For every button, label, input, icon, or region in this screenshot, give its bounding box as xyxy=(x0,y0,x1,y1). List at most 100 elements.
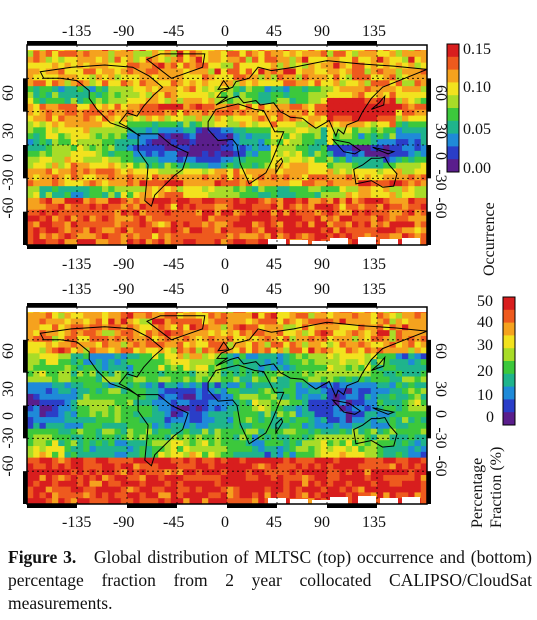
heatmap-cell xyxy=(189,399,197,406)
heatmap-cell xyxy=(102,434,109,441)
heatmap-cell xyxy=(139,133,147,140)
heatmap-cell xyxy=(370,127,378,134)
heatmap-cell xyxy=(383,215,390,222)
heatmap-cell xyxy=(83,405,90,412)
heatmap-cell xyxy=(27,168,34,175)
heatmap-cell xyxy=(402,192,409,199)
colorbar-swatch xyxy=(503,412,515,415)
heatmap-cell xyxy=(245,388,253,395)
heatmap-cell xyxy=(270,227,278,234)
heatmap-cell xyxy=(127,399,134,406)
heatmap-cell xyxy=(208,417,215,424)
heatmap-cell xyxy=(133,186,140,193)
heatmap-cell xyxy=(283,86,290,93)
heatmap-cell xyxy=(414,359,422,366)
heatmap-cell xyxy=(152,97,159,105)
heatmap-cell xyxy=(208,451,215,459)
heatmap-cell xyxy=(252,203,259,211)
heatmap-cell xyxy=(333,359,340,366)
heatmap-cell xyxy=(414,364,422,372)
heatmap-cell xyxy=(245,215,253,222)
heatmap-cell xyxy=(277,215,284,222)
heatmap-cell xyxy=(183,80,190,87)
heatmap-cell xyxy=(152,492,159,499)
colorbar-swatch xyxy=(503,407,515,411)
heatmap-cell xyxy=(170,192,178,199)
heatmap-cell xyxy=(77,440,84,447)
heatmap-cell xyxy=(395,145,403,152)
heatmap-cell xyxy=(139,121,147,128)
heatmap-cell xyxy=(189,115,197,122)
heatmap-cell xyxy=(420,335,428,343)
heatmap-cell xyxy=(414,192,422,199)
heatmap-cell xyxy=(295,145,303,152)
heatmap-cell xyxy=(289,56,297,64)
heatmap-cell xyxy=(202,451,209,459)
heatmap-cell xyxy=(345,203,353,211)
heatmap-cell xyxy=(220,451,228,459)
heatmap-cell xyxy=(314,197,322,205)
heatmap-cell xyxy=(389,492,397,499)
heatmap-cell xyxy=(377,74,384,81)
heatmap-cell xyxy=(270,469,278,476)
colorbar-swatch xyxy=(503,311,515,315)
heatmap-cell xyxy=(233,382,240,389)
heatmap-cell xyxy=(245,145,253,152)
heatmap-cell xyxy=(358,417,365,424)
heatmap-cell xyxy=(195,492,203,499)
heatmap-cell xyxy=(158,145,165,152)
heatmap-cell xyxy=(227,330,234,337)
heatmap-cell xyxy=(339,341,347,349)
heatmap-cell xyxy=(145,80,153,87)
heatmap-cell xyxy=(114,156,122,164)
heatmap-cell xyxy=(127,168,134,175)
heatmap-cell xyxy=(320,341,328,349)
heatmap-cell xyxy=(58,103,65,111)
heatmap-cell xyxy=(308,174,315,181)
heatmap-cell xyxy=(64,121,72,128)
heatmap-cell xyxy=(77,192,84,199)
heatmap-cell xyxy=(389,330,397,337)
heatmap-cell xyxy=(70,121,78,128)
heatmap-cell xyxy=(102,324,109,331)
heatmap-cell xyxy=(308,103,315,111)
coastline xyxy=(39,326,164,398)
heatmap-cell xyxy=(270,347,278,354)
heatmap-cell xyxy=(58,221,65,228)
heatmap-cell xyxy=(320,393,328,401)
heatmap-cell xyxy=(239,215,247,222)
heatmap-cell xyxy=(195,411,203,418)
heatmap-cell xyxy=(89,227,97,234)
heatmap-cell xyxy=(389,56,397,64)
heatmap-cell xyxy=(333,233,340,240)
heatmap-cell xyxy=(270,56,278,64)
heatmap-cell xyxy=(214,405,222,412)
heatmap-cell xyxy=(277,174,284,181)
heatmap-cell xyxy=(127,203,134,211)
heatmap-cell xyxy=(327,197,334,205)
heatmap-cell xyxy=(352,492,359,499)
colorbar-swatch xyxy=(503,371,515,375)
heatmap-cell xyxy=(339,422,347,430)
heatmap-cell xyxy=(83,475,90,482)
heatmap-cell xyxy=(208,324,215,331)
heatmap-cell xyxy=(133,162,140,170)
heatmap-cell xyxy=(414,156,422,164)
heatmap-cell xyxy=(327,486,334,493)
heatmap-cell xyxy=(352,139,359,146)
heatmap-cell xyxy=(258,186,265,193)
heatmap-cell xyxy=(320,405,328,412)
heatmap-cell xyxy=(289,233,297,240)
heatmap-cell xyxy=(70,86,78,93)
heatmap-cell xyxy=(358,324,365,331)
heatmap-cell xyxy=(27,221,34,228)
heatmap-cell xyxy=(289,457,297,464)
heatmap-cell xyxy=(389,388,397,395)
heatmap-cell xyxy=(408,162,415,170)
heatmap-cell xyxy=(158,446,165,453)
heatmap-cell xyxy=(320,203,328,211)
heatmap-cell xyxy=(195,62,203,70)
heatmap-cell xyxy=(208,480,215,488)
heatmap-cell xyxy=(83,92,90,99)
heatmap-cell xyxy=(389,109,397,117)
